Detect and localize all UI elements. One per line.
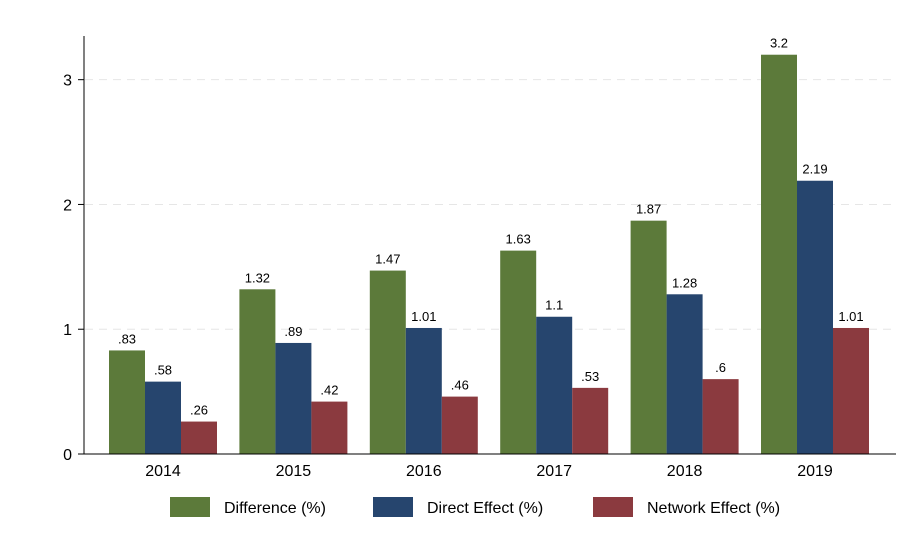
legend-label-series-0: Difference (%) (224, 500, 326, 517)
legend-swatch-series-0 (170, 497, 210, 517)
bar-label-2015-series-2: .42 (320, 383, 338, 398)
legend-swatch-series-2 (593, 497, 633, 517)
legend-swatch-series-1 (373, 497, 413, 517)
legend: Difference (%) Direct Effect (%) Network E… (170, 497, 780, 517)
bar-2018-series-1 (666, 294, 703, 454)
bar-2018-series-2 (702, 379, 739, 454)
y-tick-label-1: 1 (63, 322, 72, 339)
x-tick-label-2014: 2014 (145, 463, 181, 480)
bar-label-2018-series-2: .6 (715, 360, 726, 375)
bar-2016-series-2 (441, 396, 478, 454)
x-tick-label-2016: 2016 (406, 463, 442, 480)
bar-label-2015-series-1: .89 (284, 324, 302, 339)
bar-2019-series-0 (761, 54, 797, 454)
grid-layer (85, 79, 896, 330)
bar-2016-series-0 (369, 270, 406, 454)
bars-layer (109, 54, 869, 454)
bar-label-2017-series-0: 1.63 (506, 232, 531, 247)
bar-2017-series-2 (572, 387, 609, 454)
bar-2019-series-2 (833, 327, 869, 454)
legend-label-series-2: Network Effect (%) (647, 500, 780, 517)
y-tick-label-0: 0 (63, 447, 72, 464)
bar-2014-series-0 (109, 350, 145, 454)
bar-label-2017-series-2: .53 (581, 369, 599, 384)
legend-label-series-1: Direct Effect (%) (427, 500, 543, 517)
bar-label-2019-series-2: 1.01 (838, 309, 863, 324)
x-tick-label-2018: 2018 (667, 463, 703, 480)
bar-label-2016-series-0: 1.47 (375, 252, 400, 267)
bar-label-2014-series-1: .58 (154, 363, 172, 378)
bar-label-2016-series-2: .46 (451, 378, 469, 393)
bar-2014-series-1 (145, 381, 181, 454)
bar-2015-series-0 (239, 289, 276, 454)
bar-label-2014-series-0: .83 (118, 331, 136, 346)
bar-label-2019-series-1: 2.19 (802, 162, 827, 177)
bar-2015-series-1 (275, 342, 312, 454)
bar-2019-series-1 (797, 180, 833, 454)
bar-label-2015-series-0: 1.32 (245, 270, 270, 285)
bar-label-2017-series-1: 1.1 (545, 298, 563, 313)
x-tick-label-2019: 2019 (797, 463, 833, 480)
bar-2017-series-0 (500, 250, 537, 454)
bar-2015-series-2 (311, 401, 348, 454)
bar-label-2016-series-1: 1.01 (411, 309, 436, 324)
bar-label-2014-series-2: .26 (190, 403, 208, 418)
x-tick-label-2017: 2017 (536, 463, 572, 480)
bar-label-2018-series-0: 1.87 (636, 202, 661, 217)
y-tick-label-2: 2 (63, 197, 72, 214)
bar-2014-series-2 (181, 421, 217, 454)
x-tick-label-2015: 2015 (276, 463, 312, 480)
bar-label-2018-series-1: 1.28 (672, 275, 697, 290)
bar-2016-series-1 (405, 327, 442, 454)
bar-2018-series-0 (630, 220, 667, 454)
bar-2017-series-1 (536, 316, 573, 454)
y-tick-label-3: 3 (63, 73, 72, 90)
bar-labels-layer: .83 .58 .26 1.32 .89 .42 1.47 1.01 .46 1.63 1.1 .53… (118, 36, 864, 418)
bar-label-2019-series-0: 3.2 (770, 36, 788, 51)
axis-layer: 2014 2015 2016 2017 2018 2019 0 1 2 3 (63, 36, 896, 480)
